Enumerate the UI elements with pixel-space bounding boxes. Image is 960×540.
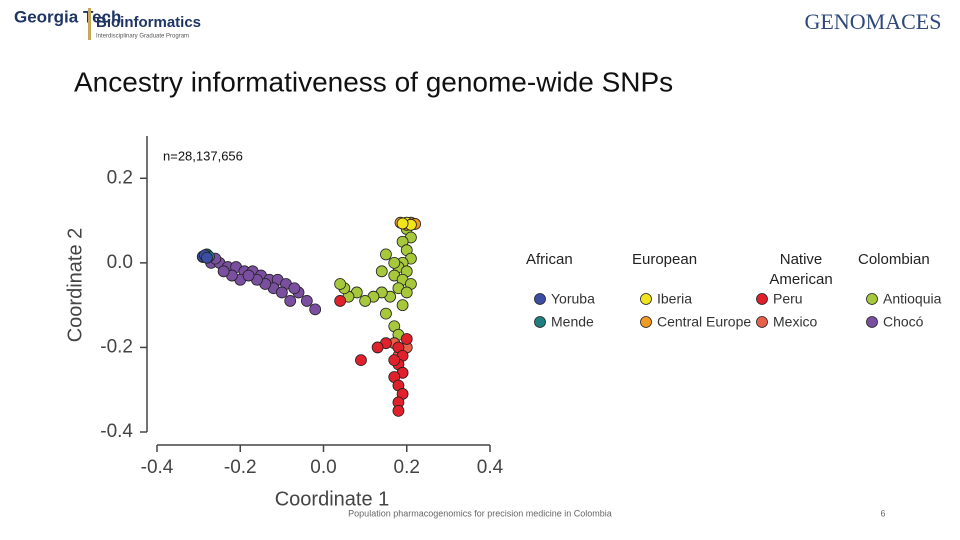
point (388, 354, 401, 367)
x-tick-label: 0.4 (477, 457, 504, 478)
legend-label: Central Europe (657, 314, 751, 330)
left-logo: Georgia Tech (14, 7, 121, 26)
y-axis-label: Coordinate 2 (64, 228, 86, 343)
legend-marker (534, 293, 546, 305)
legend-group-title: African (526, 251, 573, 268)
point (275, 286, 288, 299)
point (388, 256, 401, 269)
legend-marker (640, 316, 652, 328)
slide-title: Ancestry informativeness of genome-wide … (74, 66, 673, 97)
point (359, 295, 372, 307)
point (284, 295, 297, 307)
legend-marker (756, 316, 768, 328)
series (334, 223, 417, 341)
series (396, 216, 417, 231)
legend-group-title: Native American (769, 251, 833, 288)
legend-marker (640, 293, 652, 305)
point (371, 341, 384, 354)
point (242, 269, 255, 282)
point (375, 265, 388, 278)
page-number: 6 (880, 508, 885, 518)
point (380, 307, 392, 320)
legend-group-box: Native American (769, 251, 833, 288)
legend-label: Chocó (883, 314, 924, 330)
legend-group-title: European (632, 251, 698, 268)
point (380, 248, 392, 261)
legend-label: Iberia (657, 291, 692, 307)
y-tick-label: -0.4 (100, 421, 133, 442)
legend-group-box: European (632, 251, 698, 268)
point (355, 354, 367, 367)
legend-label: Mende (551, 314, 594, 330)
legend-group-title: Colombian (858, 251, 930, 268)
point (217, 265, 230, 278)
point (300, 295, 313, 307)
legend-marker (866, 316, 878, 328)
point (334, 278, 347, 290)
series (205, 252, 322, 316)
series (334, 295, 413, 417)
left-logo-name: Bioinformatics (96, 14, 201, 31)
x-tick-label: -0.2 (224, 457, 257, 478)
footer-text: Population pharmacogenomics for precisio… (348, 508, 612, 518)
legend-marker (866, 293, 878, 305)
legend-marker (534, 316, 546, 328)
point (201, 251, 213, 264)
x-tick-label: -0.4 (141, 457, 174, 478)
legend-group-box: Colombian (858, 251, 930, 268)
x-tick-label: 0.0 (310, 457, 336, 478)
legend-group-box: African (526, 251, 573, 268)
point (400, 286, 413, 299)
logo-divider (88, 8, 91, 40)
y-tick-label: -0.2 (100, 336, 133, 357)
series (196, 249, 213, 264)
left-logo-sub: Interdisciplinary Graduate Program (96, 34, 189, 40)
y-tick-label: 0.0 (107, 252, 133, 273)
point (400, 333, 413, 345)
point (288, 282, 301, 295)
point (392, 404, 405, 417)
point (396, 217, 409, 230)
legend-marker (756, 293, 768, 305)
point (396, 299, 409, 312)
annotation: n=28,137,656 (163, 148, 243, 163)
y-tick-label: 0.2 (107, 167, 133, 188)
x-tick-label: 0.2 (394, 457, 420, 478)
x-axis-label: Coordinate 1 (275, 488, 390, 510)
point (334, 295, 347, 307)
point (309, 303, 322, 316)
legend-label: Yoruba (551, 291, 595, 307)
legend-label: Peru (773, 291, 803, 307)
right-logo: GENOMACES (805, 9, 942, 34)
legend-label: Antioquia (883, 291, 942, 307)
legend-label: Mexico (773, 314, 818, 330)
